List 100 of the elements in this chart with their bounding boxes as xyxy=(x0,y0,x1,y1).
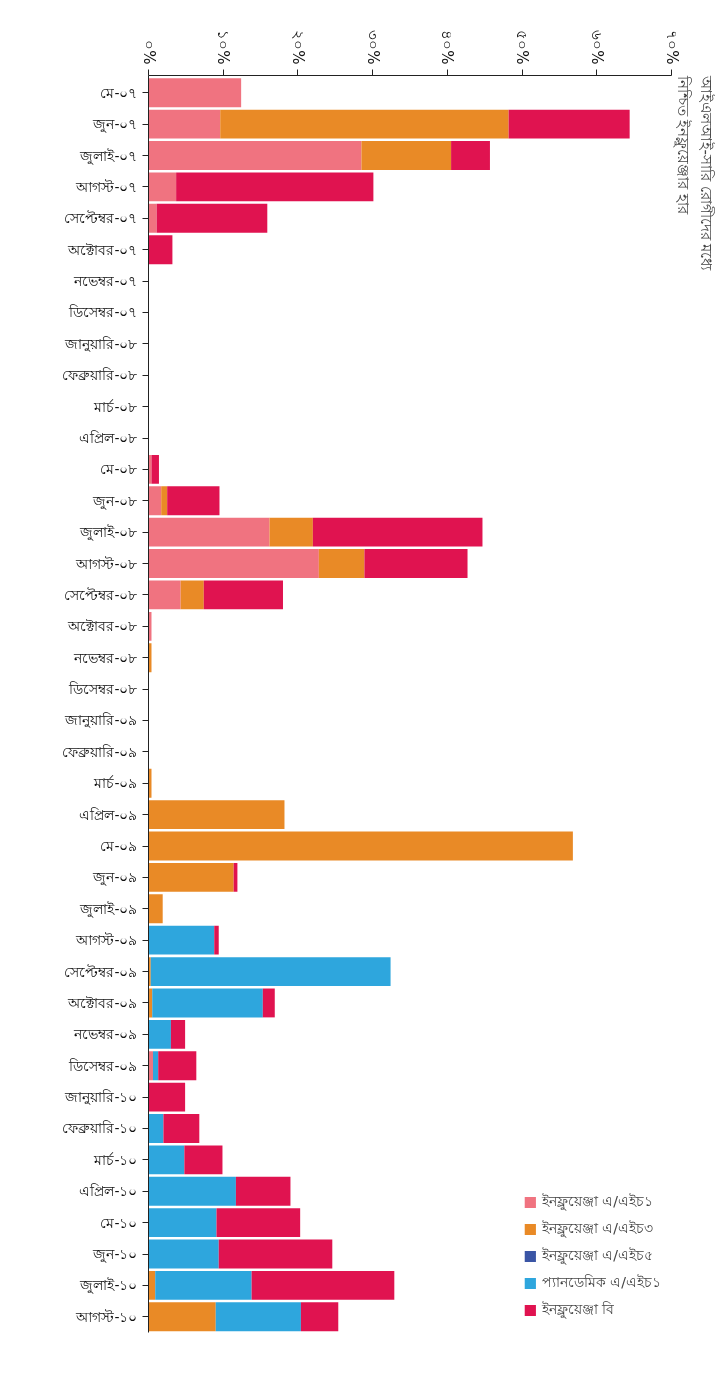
y-tick-label: এপ্রিল-১০ xyxy=(79,1183,138,1200)
bar xyxy=(148,109,221,139)
x-tick-label: ৪০% xyxy=(438,30,457,65)
y-tick-label: সেপ্টেম্বর-০৯ xyxy=(64,963,138,980)
bar xyxy=(269,517,313,547)
y-tick-label: নভেম্বর-০৭ xyxy=(73,273,138,290)
bar xyxy=(150,957,391,986)
bar xyxy=(148,486,162,516)
bar xyxy=(148,1114,164,1143)
x-tick-label: ৫০% xyxy=(513,30,532,65)
bar xyxy=(251,1270,395,1300)
bar xyxy=(148,1302,216,1332)
y-tick-label: ফেব্রুয়ারি-০৮ xyxy=(62,367,138,384)
y-tick-label: অক্টোবর-০৯ xyxy=(67,994,138,1011)
bar xyxy=(148,517,270,547)
bar xyxy=(151,454,159,484)
text: নিশ্চিত ইনফ্লুয়েঞ্জার হার xyxy=(672,74,692,216)
y-tick-label: ফেব্রুয়ারি-০৯ xyxy=(62,743,138,760)
bar xyxy=(364,549,468,578)
y-tick-label: এপ্রিল-০৯ xyxy=(79,806,138,823)
bar xyxy=(216,1208,301,1238)
bar xyxy=(361,141,452,170)
x-tick-label: ২০% xyxy=(288,30,307,65)
bar xyxy=(148,1208,217,1238)
y-tick-label: জুন-০৭ xyxy=(92,116,138,134)
bar xyxy=(214,925,219,955)
y-tick-label: মে-০৭ xyxy=(100,84,138,101)
bar xyxy=(180,580,204,610)
legend-label: প্যানডেমিক এ/এইচ১ xyxy=(541,1273,661,1292)
y-tick-label: জুলাই-০৭ xyxy=(79,147,138,165)
y-tick-label: জানুয়ারি-০৯ xyxy=(64,712,138,729)
y-tick-label: অক্টোবর-০৮ xyxy=(67,618,138,635)
bar xyxy=(203,580,283,610)
y-tick-label: মার্চ-০৮ xyxy=(93,398,138,415)
legend-label: ইনফ্লুয়েঞ্জা এ/এইচ৩ xyxy=(541,1219,653,1240)
y-tick-label: জানুয়ারি-০৮ xyxy=(64,335,138,352)
bar xyxy=(235,1176,291,1206)
bar xyxy=(148,1145,185,1175)
y-tick-label: মে-১০ xyxy=(100,1214,138,1231)
legend-label: ইনফ্লুয়েঞ্জা এ/এইচ১ xyxy=(541,1192,653,1213)
bar xyxy=(508,109,630,139)
bar xyxy=(148,925,215,955)
y-tick-label: মে-০৮ xyxy=(100,461,138,478)
bar xyxy=(148,235,173,265)
bar xyxy=(218,1239,333,1269)
bar xyxy=(148,549,319,578)
bar xyxy=(184,1145,223,1175)
bar xyxy=(300,1302,339,1332)
bar xyxy=(148,1082,186,1112)
bar xyxy=(312,517,483,547)
y-tick-label: অক্টোবর-০৭ xyxy=(67,241,138,258)
bar xyxy=(158,1051,197,1081)
y-tick-label: সেপ্টেম্বর-০৭ xyxy=(64,210,138,227)
y-tick-label: জুন-০৮ xyxy=(92,492,138,510)
y-tick-label: নভেম্বর-০৯ xyxy=(73,1026,138,1043)
x-tick-label: ৩০% xyxy=(363,30,382,65)
y-tick-label: ডিসেম্বর-০৯ xyxy=(68,1057,138,1074)
bar xyxy=(148,1239,219,1269)
bar xyxy=(148,580,181,610)
bar xyxy=(220,109,509,139)
bar xyxy=(156,203,268,233)
legend-label: ইনফ্লুয়েঞ্জা এ/এইচ৫ xyxy=(541,1246,653,1267)
y-tick-label: এপ্রিল-০৮ xyxy=(79,430,138,447)
bar xyxy=(318,549,365,578)
x-tick-label: ০% xyxy=(139,40,158,65)
y-tick-label: মার্চ-১০ xyxy=(93,1151,138,1168)
bar xyxy=(148,172,177,202)
bar xyxy=(161,486,168,516)
bar xyxy=(148,1019,171,1049)
bar xyxy=(148,141,362,170)
y-tick-label: জুন-০৯ xyxy=(92,869,138,887)
bar xyxy=(451,141,490,170)
y-tick-label: আগস্ট-০৭ xyxy=(75,178,138,195)
bar xyxy=(163,1114,200,1143)
y-tick-label: জুন-১০ xyxy=(92,1246,138,1264)
bar xyxy=(148,203,157,233)
y-tick-label: জুলাই-১০ xyxy=(79,1277,138,1295)
y-tick-label: ডিসেম্বর-০৭ xyxy=(68,304,138,321)
x-tick-label: ৬০% xyxy=(587,30,606,65)
text: আইএলআই-সারি রোগীদের মধ্যে xyxy=(696,74,715,272)
bar xyxy=(170,1019,186,1049)
y-tick-label: আগস্ট-১০ xyxy=(75,1308,138,1325)
y-tick-label: নভেম্বর-০৮ xyxy=(73,649,138,666)
legend-label: ইনফ্লুয়েঞ্জা বি xyxy=(541,1300,615,1321)
y-tick-label: জুলাই-০৮ xyxy=(79,524,138,542)
y-tick-label: ফেব্রুয়ারি-১০ xyxy=(62,1120,138,1137)
bar xyxy=(262,988,275,1018)
bar xyxy=(148,1176,236,1206)
bar xyxy=(148,800,285,830)
bar xyxy=(148,831,573,861)
y-tick-label: মে-০৯ xyxy=(100,838,138,855)
bar xyxy=(152,1051,159,1081)
x-tick-label: ৭০% xyxy=(662,30,681,65)
bar xyxy=(148,1051,153,1081)
bar xyxy=(167,486,220,516)
bar xyxy=(176,172,374,202)
bar xyxy=(215,1302,301,1332)
bar xyxy=(148,78,242,108)
x-tick-label: ১০% xyxy=(214,30,233,65)
y-tick-label: জুলাই-০৯ xyxy=(79,900,138,918)
